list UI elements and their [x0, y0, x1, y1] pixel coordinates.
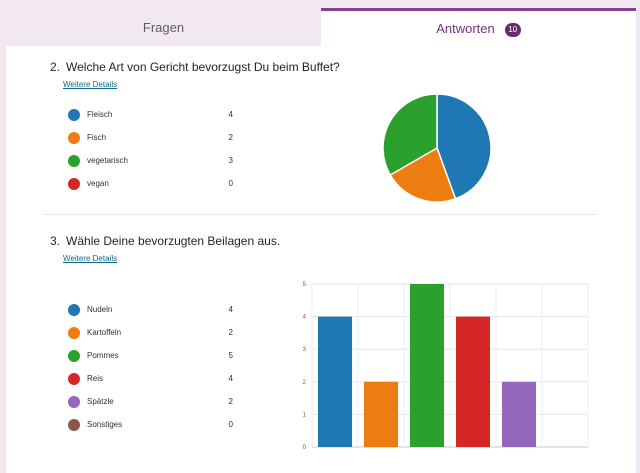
legend-label: Sonstiges	[87, 420, 123, 429]
legend-label: Pommes	[87, 351, 119, 360]
legend-count: 4	[228, 305, 233, 314]
y-tick-label: 4	[303, 315, 307, 321]
tab-antworten-label: Antworten	[436, 21, 495, 36]
legend-color-dot	[68, 178, 80, 190]
question-number: 2.	[50, 60, 61, 74]
section-divider	[43, 214, 596, 215]
question-text: Welche Art von Gericht bevorzugst Du bei…	[66, 60, 340, 74]
y-tick-label: 1	[303, 412, 307, 418]
legend-item: Fisch 2	[68, 131, 233, 145]
legend-count: 5	[228, 351, 233, 360]
bar	[409, 284, 445, 447]
legend-color-dot	[68, 155, 80, 167]
legend-item: Kartoffeln 2	[68, 326, 233, 340]
bar-chart: 0 1 2 3 4 5	[303, 282, 589, 451]
legend-count: 4	[228, 110, 233, 119]
legend-label: vegan	[87, 179, 109, 188]
legend-label: Reis	[87, 374, 104, 383]
legend-label: vegetarisch	[87, 156, 128, 165]
legend-count: 0	[228, 179, 233, 188]
legend-label: Fisch	[87, 133, 107, 142]
tab-fragen[interactable]: Fragen	[6, 8, 321, 46]
legend-item: vegetarisch 3	[68, 154, 233, 168]
legend-color-dot	[68, 132, 80, 144]
bar	[317, 316, 353, 447]
legend-item: Fleisch 4	[68, 108, 233, 122]
legend-color-dot	[68, 419, 80, 431]
question-number: 3.	[50, 234, 61, 248]
details-link[interactable]: Weitere Details	[63, 80, 118, 89]
legend-color-dot	[68, 396, 80, 408]
legend-count: 2	[228, 397, 233, 406]
details-link[interactable]: Weitere Details	[63, 254, 118, 263]
legend-item: vegan 0	[68, 177, 233, 191]
legend-label: Spätzle	[87, 397, 114, 406]
legend-item: Nudeln 4	[68, 303, 233, 317]
legend-color-dot	[68, 350, 80, 362]
legend-count: 3	[228, 156, 233, 165]
question-title: 2. Welche Art von Gericht bevorzugst Du b…	[50, 60, 340, 74]
bar	[363, 381, 399, 447]
question-text: Wähle Deine bevorzugten Beilagen aus.	[66, 234, 281, 248]
y-tick-label: 3	[303, 347, 307, 353]
legend-item: Reis 4	[68, 372, 233, 386]
legend-count: 2	[228, 133, 233, 142]
legend-item: Pommes 5	[68, 349, 233, 363]
legend-count: 2	[228, 328, 233, 337]
legend-label: Nudeln	[87, 305, 113, 314]
y-tick-label: 2	[303, 380, 307, 386]
legend-label: Kartoffeln	[87, 328, 122, 337]
legend-count: 0	[228, 420, 233, 429]
responses-card: Fragen Antworten 10 2. Welche Art von Geri…	[6, 8, 636, 473]
legend-item: Spätzle 2	[68, 395, 233, 409]
pie-slice	[436, 93, 492, 200]
tab-fragen-label: Fragen	[142, 20, 185, 35]
legend-color-dot	[68, 327, 80, 339]
pie-chart	[382, 93, 492, 203]
legend-color-dot	[68, 304, 80, 316]
bar	[455, 316, 491, 447]
response-count-badge: 10	[504, 23, 521, 37]
legend-label: Fleisch	[87, 110, 113, 119]
pie-slice	[382, 93, 438, 177]
pie-slice	[389, 146, 457, 203]
y-tick-label: 0	[303, 445, 307, 451]
tab-antworten[interactable]: Antworten 10	[321, 8, 636, 46]
legend-item: Sonstiges 0	[68, 418, 233, 432]
bar	[501, 381, 537, 447]
legend-color-dot	[68, 109, 80, 121]
y-tick-label: 5	[303, 282, 307, 288]
tab-bar: Fragen Antworten 10	[6, 8, 636, 46]
question-title: 3. Wähle Deine bevorzugten Beilagen aus.	[50, 234, 280, 248]
legend-count: 4	[228, 374, 233, 383]
legend-color-dot	[68, 373, 80, 385]
